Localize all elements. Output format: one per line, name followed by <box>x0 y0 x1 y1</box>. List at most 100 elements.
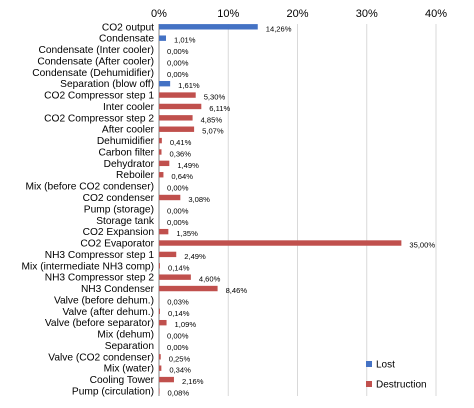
legend-label-lost: Lost <box>376 360 395 371</box>
x-tick-label: 30% <box>356 8 378 20</box>
category-label: Reboiler <box>116 170 155 181</box>
category-label: NH3 Compressor step 1 <box>45 250 155 261</box>
legend-swatch-destruction <box>366 381 372 387</box>
bar <box>159 160 170 167</box>
data-label: 0,34% <box>169 366 191 375</box>
data-label: 0,14% <box>168 263 190 272</box>
category-label: CO2 Expansion <box>83 227 154 238</box>
bar <box>159 319 167 326</box>
data-label: 0,64% <box>171 172 193 181</box>
bar <box>159 274 191 280</box>
category-label: Valve (before separator) <box>45 318 154 329</box>
data-label: 0,00% <box>167 332 189 341</box>
category-label: Mix (dehum) <box>97 330 154 341</box>
data-label: 1,09% <box>175 320 197 329</box>
category-label: Mix (before CO2 condenser) <box>25 182 154 193</box>
data-label: 5,30% <box>204 93 226 102</box>
category-label: CO2 Evaporator <box>80 239 154 250</box>
data-labels: 14,26% 1,01% 0,00% 0,00% 0,00% 1,61% 5,30% 6,11… <box>167 24 435 397</box>
bar <box>159 240 402 246</box>
category-label: Inter cooler <box>103 102 155 113</box>
category-label: CO2 condenser <box>83 193 155 204</box>
data-label: 1,49% <box>177 161 199 170</box>
bar <box>159 376 174 383</box>
legend: Lost Destruction <box>366 360 427 391</box>
data-label: 5,07% <box>202 127 224 136</box>
category-label: Valve (before dehum.) <box>54 295 154 306</box>
data-label: 35,00% <box>409 241 435 250</box>
data-label: 8,46% <box>226 286 248 295</box>
category-label: Condensate (Dehumidifier) <box>32 68 154 79</box>
bar <box>159 115 193 121</box>
data-label: 1,01% <box>174 36 196 45</box>
category-label: Pump (storage) <box>84 204 154 215</box>
data-label: 0,00% <box>167 184 189 193</box>
category-label: CO2 output <box>102 22 154 33</box>
data-label: 0,00% <box>167 218 189 227</box>
bar <box>159 388 160 394</box>
data-label: 0,41% <box>170 138 192 147</box>
x-tick-label: 10% <box>217 8 239 20</box>
bar <box>159 194 181 201</box>
data-label: 3,08% <box>188 195 210 204</box>
bar <box>159 149 162 155</box>
category-label: Dehydrator <box>104 159 155 170</box>
bar <box>159 251 177 258</box>
bar <box>159 35 166 41</box>
category-label: Condensate (Inter cooler) <box>38 45 154 56</box>
x-tick-label: 0% <box>151 8 167 20</box>
data-label: 2,16% <box>182 377 204 386</box>
data-label: 0,00% <box>167 47 189 56</box>
bar <box>159 285 218 292</box>
category-label: NH3 Condenser <box>81 284 155 295</box>
x-axis-ticks: 0% 10% 20% 30% 40% <box>151 8 447 20</box>
bar <box>159 354 161 360</box>
data-label: 14,26% <box>266 24 292 33</box>
category-label: Mix (water) <box>104 364 154 375</box>
data-label: 0,00% <box>167 70 189 79</box>
category-label: Mix (intermediate NH3 comp) <box>22 261 154 272</box>
category-label: CO2 Compressor step 1 <box>44 91 154 102</box>
data-label: 4,85% <box>201 115 223 124</box>
bar <box>159 137 162 144</box>
bar <box>159 365 162 371</box>
category-label: Storage tank <box>96 216 155 227</box>
legend-swatch-lost <box>366 361 372 367</box>
category-label: Valve (after dehum.) <box>62 307 154 318</box>
category-label: Cooling Tower <box>90 375 155 386</box>
bar <box>159 263 160 269</box>
bar <box>159 81 171 87</box>
bar <box>159 92 196 98</box>
legend-label-destruction: Destruction <box>376 380 427 391</box>
data-label: 0,36% <box>169 149 191 158</box>
data-label: 0,03% <box>167 297 189 306</box>
data-label: 6,11% <box>209 104 230 113</box>
category-label: Pump (circulation) <box>72 386 154 397</box>
bar <box>159 308 160 314</box>
data-label: 0,14% <box>168 309 190 318</box>
data-label: 1,61% <box>178 81 200 90</box>
category-label: Carbon filter <box>99 147 155 158</box>
data-label: 0,00% <box>167 58 189 67</box>
category-label: Valve (CO2 condenser) <box>48 352 154 363</box>
bars <box>159 24 402 394</box>
x-tick-label: 40% <box>425 8 447 20</box>
bar <box>159 103 202 110</box>
data-label: 1,35% <box>176 229 198 238</box>
category-label: Separation <box>105 341 154 352</box>
category-label: After cooler <box>102 125 155 136</box>
data-label: 0,00% <box>167 206 189 215</box>
category-label: Separation (blow off) <box>60 79 154 90</box>
category-label: Condensate (After cooler) <box>37 56 154 67</box>
category-label: NH3 Compressor step 2 <box>45 273 155 284</box>
category-label: Dehumidifier <box>97 136 155 147</box>
data-label: 0,25% <box>169 354 191 363</box>
category-label: Condensate <box>99 34 154 45</box>
data-label: 2,49% <box>184 252 206 261</box>
x-tick-label: 20% <box>286 8 308 20</box>
data-label: 0,00% <box>167 343 189 352</box>
bar <box>159 228 169 235</box>
category-label: CO2 Compressor step 2 <box>44 113 154 124</box>
bar <box>159 172 164 178</box>
